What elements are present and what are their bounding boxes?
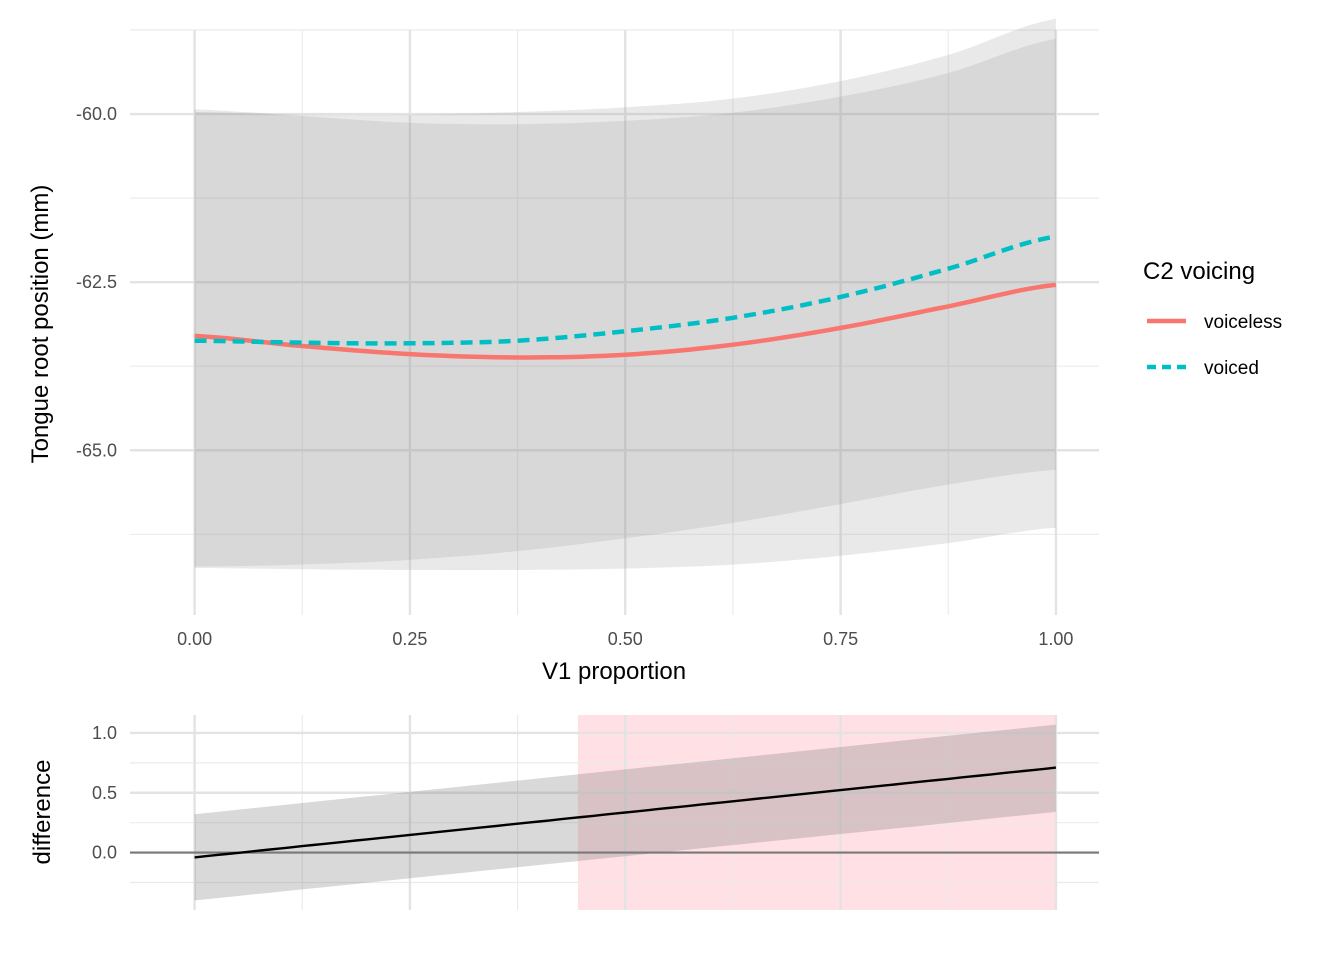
legend: C2 voicing voiceless voiced <box>1143 258 1282 379</box>
bottom-tick-labels: 0.0 0.5 1.0 <box>92 723 117 863</box>
significance-region <box>577 715 1056 910</box>
top-panel: 0.00 0.25 0.50 0.75 1.00 -60.0 -62.5 -65.0 V1 p… <box>27 18 1099 685</box>
series-line-voiced <box>194 234 1057 346</box>
top-tick-labels: 0.00 0.25 0.50 0.75 1.00 -60.0 -62.5 -65.0 <box>76 104 1073 649</box>
top-lines <box>194 234 1057 360</box>
ci-ribbon-voiced <box>194 18 1056 567</box>
difference-y-tick-label: 1.0 <box>92 723 117 743</box>
difference-line <box>194 766 1057 859</box>
x-tick-label: 0.75 <box>823 629 858 649</box>
y-tick-label: -62.5 <box>76 272 117 292</box>
series-line-voiceless <box>194 282 1057 360</box>
difference-y-tick-label: 0.5 <box>92 783 117 803</box>
legend-title: C2 voicing <box>1143 258 1255 285</box>
top-grid <box>130 29 1099 615</box>
top-ribbons <box>194 18 1056 571</box>
x-tick-label: 1.00 <box>1038 629 1073 649</box>
difference-y-axis-title: difference <box>29 760 56 865</box>
y-tick-label: -65.0 <box>76 440 117 460</box>
bottom-lines <box>130 766 1099 859</box>
legend-label-voiceless: voiceless <box>1204 312 1282 333</box>
x-tick-label: 0.25 <box>392 629 427 649</box>
legend-label-voiced: voiced <box>1204 358 1259 379</box>
ci-ribbon-voiceless <box>194 38 1056 571</box>
y-axis-title: Tongue root position (mm) <box>27 185 54 464</box>
bottom-panel: 0.0 0.5 1.0 difference <box>29 715 1099 910</box>
bottom-highlight-layer <box>577 715 1056 910</box>
y-tick-label: -60.0 <box>76 104 117 124</box>
x-tick-label: 0.50 <box>608 629 643 649</box>
x-axis-title: V1 proportion <box>542 658 686 685</box>
difference-y-tick-label: 0.0 <box>92 843 117 863</box>
x-tick-label: 0.00 <box>177 629 212 649</box>
